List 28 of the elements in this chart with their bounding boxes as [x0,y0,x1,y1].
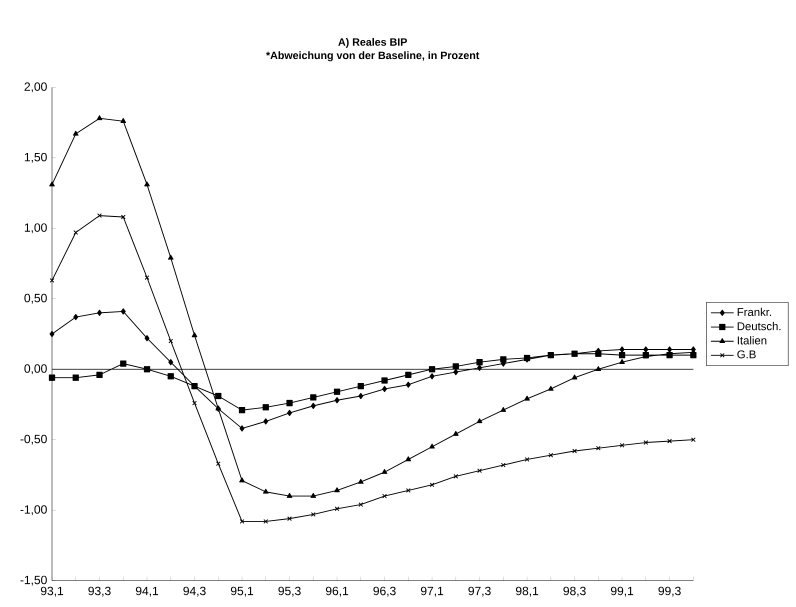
y-tick-label: 1,00 [24,223,47,234]
x-tick-label: 94,3 [183,586,206,597]
y-tick-label: 0,00 [24,364,47,374]
x-tick-label: 96,1 [326,586,348,597]
x-tick-label: 97,1 [420,586,444,597]
x-tick-label: 95,1 [230,586,254,597]
y-tick-label: -1,50 [20,576,47,586]
legend-label: Italien [738,336,766,345]
x-tick-label: 96,3 [373,586,396,597]
x-tick-label: 93,3 [88,586,111,597]
x-tick-label: 99,3 [658,586,681,597]
x-tick-label: 98,3 [563,586,586,597]
x-tick-label: 93,1 [40,586,64,597]
x-tick-label: 97,3 [468,586,491,597]
chart-subtitle: *Abweichung von der Baseline, in Prozent [266,51,480,62]
y-tick-label: 2,00 [24,82,47,92]
x-tick-label: 95,3 [278,586,301,597]
legend-label: Frankr. [738,308,772,316]
y-tick-label: 0,50 [24,294,47,304]
legend-label: G.B [737,350,756,359]
x-tick-label: 98,1 [516,586,538,597]
y-tick-label: -1,00 [20,505,47,516]
x-tick-label: 99,1 [610,586,634,597]
y-tick-label: 1,50 [24,153,47,163]
chart-title: A) Reales BIP [338,38,407,48]
y-tick-label: -0,50 [20,434,47,445]
legend-label: Deutsch. [738,322,780,330]
x-tick-label: 94,1 [136,586,158,597]
